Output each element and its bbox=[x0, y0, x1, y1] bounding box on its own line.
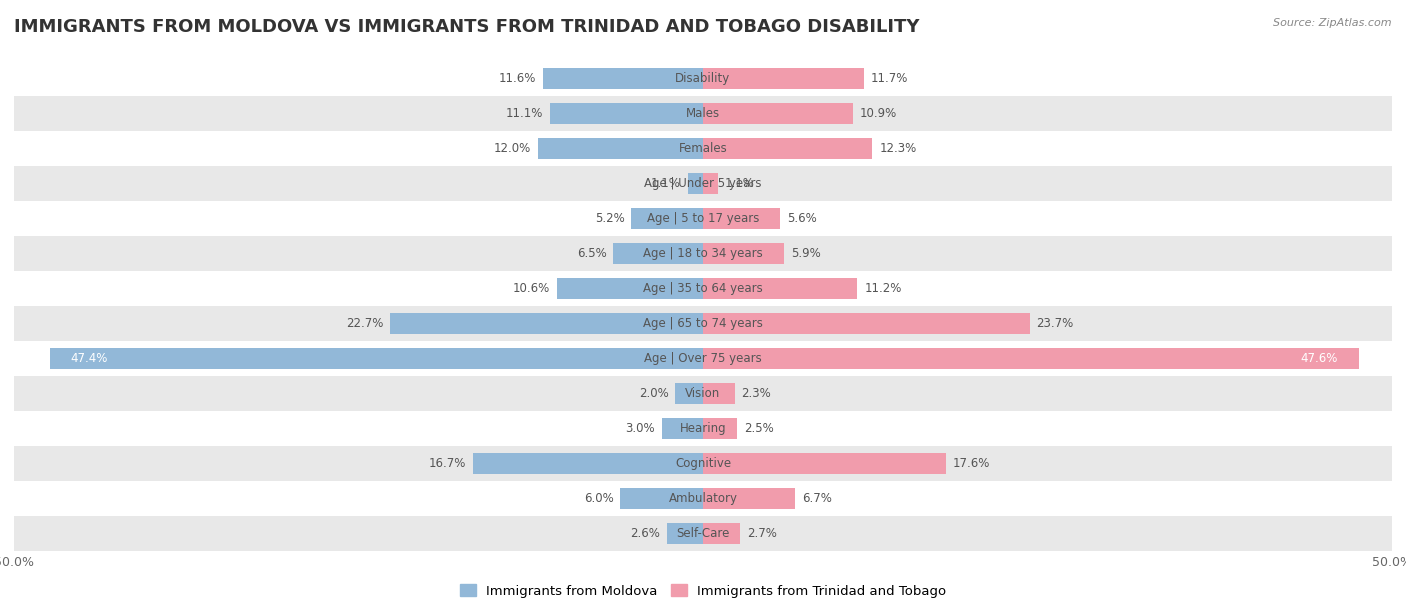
Text: 17.6%: 17.6% bbox=[952, 457, 990, 470]
Bar bbox=[703, 313, 1029, 334]
Bar bbox=[703, 243, 785, 264]
Text: 2.6%: 2.6% bbox=[630, 527, 661, 540]
Text: Age | 18 to 34 years: Age | 18 to 34 years bbox=[643, 247, 763, 260]
Text: 12.3%: 12.3% bbox=[879, 142, 917, 155]
Legend: Immigrants from Moldova, Immigrants from Trinidad and Tobago: Immigrants from Moldova, Immigrants from… bbox=[454, 579, 952, 603]
Bar bbox=[14, 271, 1392, 306]
Text: Ambulatory: Ambulatory bbox=[668, 492, 738, 505]
Bar bbox=[14, 131, 1392, 166]
Bar bbox=[631, 208, 703, 229]
Bar bbox=[14, 96, 1392, 131]
Text: 6.5%: 6.5% bbox=[576, 247, 606, 260]
Bar bbox=[14, 446, 1392, 481]
Bar bbox=[703, 488, 796, 509]
Text: 6.0%: 6.0% bbox=[583, 492, 613, 505]
Text: 1.1%: 1.1% bbox=[725, 177, 755, 190]
Bar bbox=[620, 488, 703, 509]
Text: 47.6%: 47.6% bbox=[1301, 352, 1339, 365]
Bar bbox=[14, 481, 1392, 516]
Text: Self-Care: Self-Care bbox=[676, 527, 730, 540]
Bar bbox=[688, 173, 703, 194]
Text: 11.7%: 11.7% bbox=[872, 72, 908, 85]
Bar bbox=[703, 103, 853, 124]
Text: 11.6%: 11.6% bbox=[499, 72, 536, 85]
Text: 2.7%: 2.7% bbox=[747, 527, 778, 540]
Bar bbox=[391, 313, 703, 334]
Bar bbox=[703, 383, 735, 404]
Bar bbox=[14, 306, 1392, 341]
Text: 22.7%: 22.7% bbox=[346, 317, 384, 330]
Bar bbox=[14, 341, 1392, 376]
Text: 2.0%: 2.0% bbox=[638, 387, 669, 400]
Bar bbox=[703, 418, 738, 439]
Text: 1.1%: 1.1% bbox=[651, 177, 681, 190]
Text: Age | 65 to 74 years: Age | 65 to 74 years bbox=[643, 317, 763, 330]
Text: 6.7%: 6.7% bbox=[803, 492, 832, 505]
Text: 11.2%: 11.2% bbox=[865, 282, 901, 295]
Bar bbox=[613, 243, 703, 264]
Text: Age | 35 to 64 years: Age | 35 to 64 years bbox=[643, 282, 763, 295]
Text: 16.7%: 16.7% bbox=[429, 457, 465, 470]
Bar bbox=[668, 523, 703, 544]
Text: Vision: Vision bbox=[685, 387, 721, 400]
Bar bbox=[703, 523, 740, 544]
Text: Disability: Disability bbox=[675, 72, 731, 85]
Bar bbox=[543, 68, 703, 89]
Text: Age | Under 5 years: Age | Under 5 years bbox=[644, 177, 762, 190]
Text: 5.2%: 5.2% bbox=[595, 212, 624, 225]
Bar bbox=[557, 278, 703, 299]
Bar bbox=[472, 453, 703, 474]
Bar bbox=[703, 453, 945, 474]
Bar bbox=[675, 383, 703, 404]
Text: Males: Males bbox=[686, 107, 720, 120]
Text: 23.7%: 23.7% bbox=[1036, 317, 1074, 330]
Bar bbox=[703, 173, 718, 194]
Text: 5.6%: 5.6% bbox=[787, 212, 817, 225]
Text: IMMIGRANTS FROM MOLDOVA VS IMMIGRANTS FROM TRINIDAD AND TOBAGO DISABILITY: IMMIGRANTS FROM MOLDOVA VS IMMIGRANTS FR… bbox=[14, 18, 920, 36]
Text: 2.3%: 2.3% bbox=[741, 387, 772, 400]
Text: 11.1%: 11.1% bbox=[506, 107, 543, 120]
Text: 5.9%: 5.9% bbox=[792, 247, 821, 260]
Text: 47.4%: 47.4% bbox=[70, 352, 108, 365]
Bar bbox=[14, 201, 1392, 236]
Text: 12.0%: 12.0% bbox=[494, 142, 531, 155]
Bar bbox=[14, 516, 1392, 551]
Text: 2.5%: 2.5% bbox=[744, 422, 775, 435]
Bar bbox=[537, 138, 703, 159]
Bar bbox=[49, 348, 703, 369]
Text: Females: Females bbox=[679, 142, 727, 155]
Bar bbox=[703, 68, 865, 89]
Bar bbox=[703, 138, 873, 159]
Text: Hearing: Hearing bbox=[679, 422, 727, 435]
Text: 10.6%: 10.6% bbox=[513, 282, 550, 295]
Text: Cognitive: Cognitive bbox=[675, 457, 731, 470]
Bar bbox=[14, 61, 1392, 96]
Text: Age | Over 75 years: Age | Over 75 years bbox=[644, 352, 762, 365]
Text: 3.0%: 3.0% bbox=[626, 422, 655, 435]
Text: Age | 5 to 17 years: Age | 5 to 17 years bbox=[647, 212, 759, 225]
Bar bbox=[14, 166, 1392, 201]
Bar bbox=[14, 411, 1392, 446]
Bar bbox=[14, 376, 1392, 411]
Bar bbox=[703, 348, 1358, 369]
Bar bbox=[14, 236, 1392, 271]
Bar bbox=[703, 278, 858, 299]
Text: Source: ZipAtlas.com: Source: ZipAtlas.com bbox=[1274, 18, 1392, 28]
Text: 10.9%: 10.9% bbox=[860, 107, 897, 120]
Bar bbox=[662, 418, 703, 439]
Bar bbox=[550, 103, 703, 124]
Bar bbox=[703, 208, 780, 229]
